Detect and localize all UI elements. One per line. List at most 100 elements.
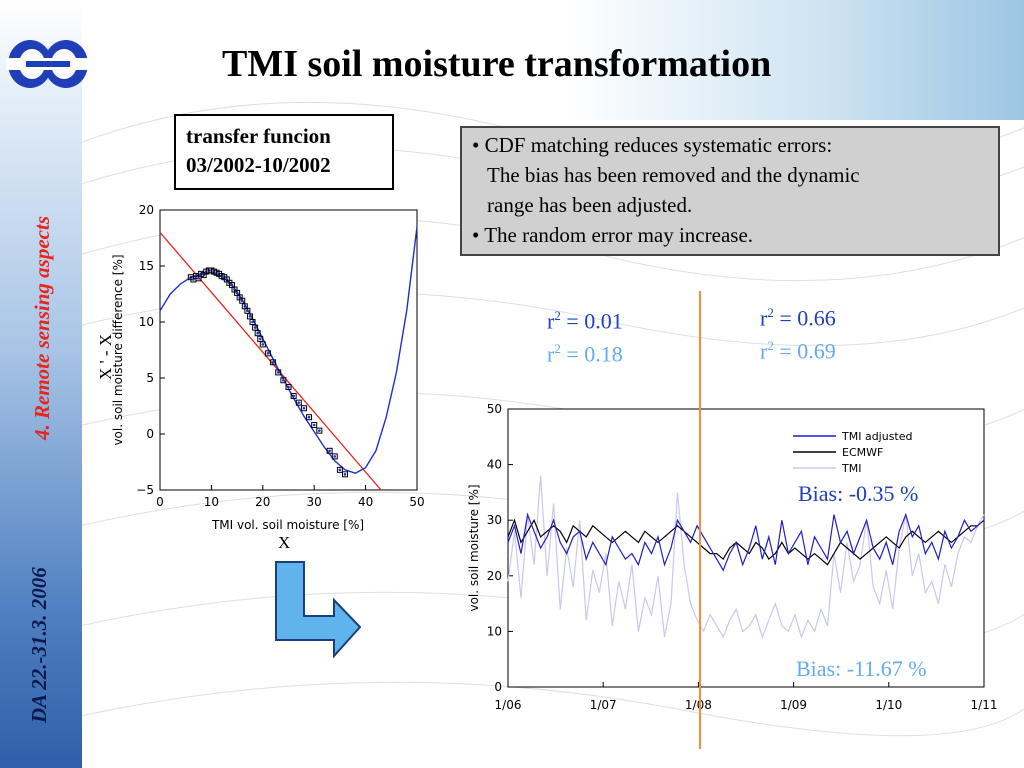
scatter-point [254, 330, 261, 337]
scatter-x-tick-label: 20 [255, 495, 270, 509]
series-line-ecmwf [507, 518, 985, 566]
scatter-x-tick-label: 50 [409, 495, 424, 509]
scatter-point [280, 377, 287, 384]
scatter-point-marker [282, 378, 285, 382]
scatter-point [311, 422, 318, 429]
timeseries-x-tick-label: 1/06 [495, 698, 522, 712]
scatter-point [295, 399, 302, 406]
scatter-y-tick-label: 0 [146, 427, 154, 441]
scatter-point-marker [328, 449, 331, 453]
scatter-x-axis-label: TMI vol. soil moisture [%] [211, 518, 364, 532]
transfer-curve-line [159, 226, 418, 474]
bias-adjusted-label: Bias: -0.35 % [795, 481, 922, 507]
scatter-point [300, 405, 307, 412]
scatter-point [336, 466, 343, 473]
scatter-x-tick-label: 30 [307, 495, 322, 509]
scatter-point-marker [297, 401, 301, 404]
timeseries-y-tick-label: 50 [487, 402, 502, 416]
scatter-point [249, 319, 256, 325]
scatter-y-tick-label: 15 [139, 259, 154, 273]
scatter-point-marker [287, 385, 290, 389]
scatter-y-tick-label: 10 [139, 315, 154, 329]
scatter-point-marker [243, 305, 247, 308]
scatter-point [244, 307, 251, 314]
bias-raw-label: Bias: -11.67 % [793, 656, 930, 682]
x-annotation-label: X [278, 533, 291, 552]
transform-arrow-icon [275, 561, 362, 659]
sidebar-date-label: DA 22.-31.3. 2006 [27, 567, 51, 723]
y-annotation-label: X ' - X [96, 333, 115, 380]
scatter-point [275, 369, 282, 376]
scatter-y-axis-label: vol. soil moisture difference [%] [111, 254, 125, 445]
page-title: TMI soil moisture transformation [222, 43, 772, 85]
scatter-point [290, 392, 297, 399]
scatter-point-marker [307, 415, 311, 419]
timeseries-x-tick-label: 1/07 [590, 698, 617, 712]
timeseries-x-tick-label: 1/11 [971, 698, 998, 712]
scatter-point [270, 359, 277, 366]
transfer-line-2: 03/2002-10/2002 [186, 153, 331, 177]
scatter-x-tick-label: 40 [358, 495, 373, 509]
scatter-point-marker [292, 394, 295, 398]
scatter-point [316, 427, 323, 434]
scatter-point-marker [230, 283, 234, 287]
scatter-point [252, 324, 259, 331]
scatter-point [264, 350, 271, 357]
transfer-function-box: transfer funcion 03/2002-10/2002 [174, 114, 394, 190]
scatter-x-tick-label: 0 [156, 495, 164, 509]
timeseries-x-tick-label: 1/10 [875, 698, 902, 712]
scatter-point-marker [271, 361, 275, 364]
scatter-point-marker [266, 352, 270, 355]
legend-label-tmi-adjusted: TMI adjusted [841, 430, 913, 443]
legend-label-ecmwf: ECMWF [842, 446, 883, 459]
timeseries-y-tick-label: 20 [487, 569, 502, 583]
r2-before-raw: r2 = 0.18 [547, 341, 623, 367]
scatter-y-tick-label: 5 [146, 371, 154, 385]
scatter-point-marker [338, 468, 342, 472]
notes-box: • CDF matching reduces systematic errors… [460, 126, 1000, 256]
soil-moisture-timeseries-chart: 0 10 20 30 40 50 1/06 1/07 1/08 1/09 1/10 1/11 TMI … [467, 402, 998, 712]
scatter-point-marker [312, 423, 316, 427]
note-line-3: range has been adjusted. [487, 193, 693, 217]
scatter-point-marker [246, 309, 249, 313]
period-divider-line [699, 291, 701, 749]
timeseries-y-tick-label: 10 [487, 624, 502, 638]
sidebar-section-label: 4. Remote sensing aspects [30, 216, 54, 440]
scatter-point-marker [251, 320, 254, 324]
scatter-point [257, 335, 264, 342]
timeseries-y-tick-label: 0 [494, 680, 502, 694]
scatter-point [306, 414, 313, 421]
timeseries-x-tick-label: 1/08 [685, 698, 712, 712]
series-line-tmi [507, 475, 985, 639]
scatter-point-marker [276, 371, 280, 374]
scatter-point-marker [197, 277, 200, 280]
transfer-line-1: transfer funcion [186, 124, 331, 148]
scatter-point-marker [235, 291, 239, 295]
scatter-plot-frame [159, 209, 418, 491]
note-line-2: The bias has been removed and the dynami… [487, 163, 860, 187]
timeseries-y-tick-label: 30 [487, 513, 502, 527]
scatter-point [342, 471, 349, 478]
scatter-point-marker [256, 331, 259, 335]
timeseries-y-tick-label: 40 [487, 458, 502, 472]
scatter-point [239, 297, 246, 304]
scatter-point [331, 453, 338, 460]
timeseries-legend: TMI adjusted ECMWF TMI [793, 430, 913, 475]
scatter-point-marker [261, 343, 265, 346]
scatter-point-marker [240, 299, 244, 303]
scatter-point-marker [333, 455, 337, 458]
scatter-y-tick-label: −5 [136, 483, 154, 497]
timeseries-x-tick-label: 1/09 [780, 698, 807, 712]
scatter-point-marker [343, 473, 347, 476]
sidebar [0, 0, 82, 768]
header-gradient [0, 0, 1024, 120]
ecmwf-logo-icon [6, 40, 92, 88]
r2-before-adjusted: r2 = 0.01 [547, 308, 623, 334]
scatter-point-marker [248, 315, 252, 318]
scatter-x-tick-label: 10 [204, 495, 219, 509]
scatter-point [285, 383, 292, 390]
note-line-1: • CDF matching reduces systematic errors… [472, 133, 833, 157]
scatter-point-marker [302, 406, 306, 410]
timeseries-y-axis-label: vol. soil moisture [%] [467, 484, 481, 611]
scatter-point [246, 313, 253, 320]
